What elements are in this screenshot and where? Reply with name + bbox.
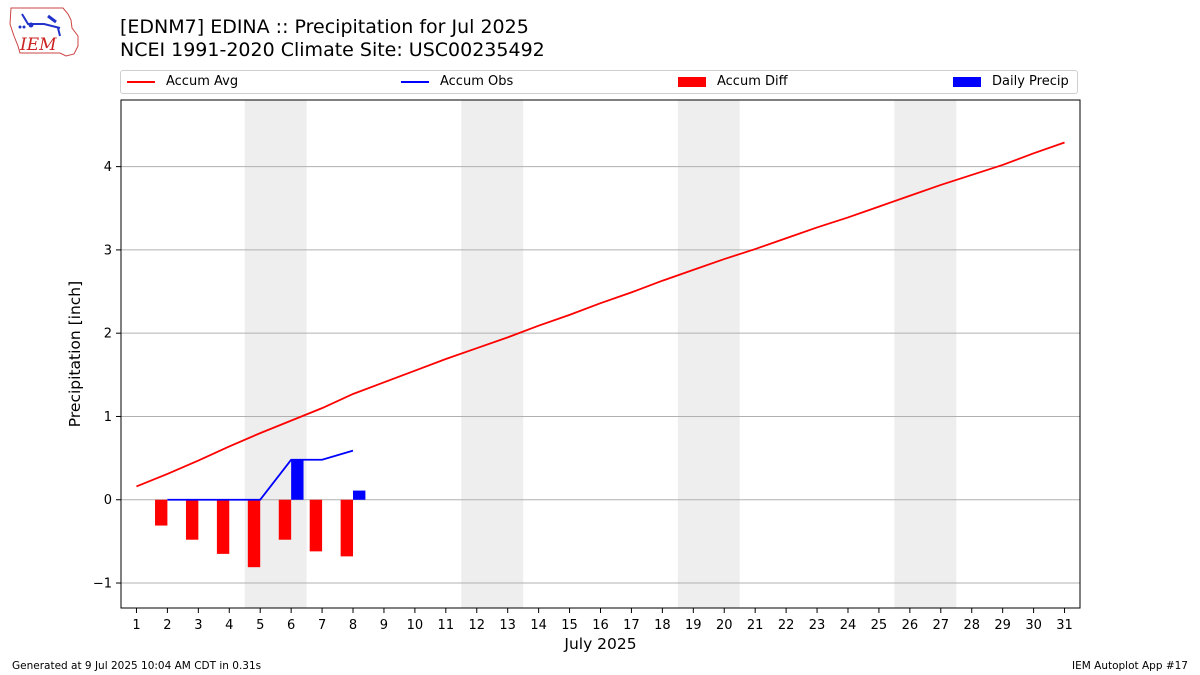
chart-subtitle: NCEI 1991-2020 Climate Site: USC00235492 (120, 39, 545, 61)
x-tick-label: 28 (963, 618, 980, 633)
y-tick-label: 2 (104, 327, 112, 342)
x-tick-label: 17 (623, 618, 640, 633)
x-tick-label: 26 (902, 618, 919, 633)
y-tick-label: 3 (104, 243, 112, 258)
x-tick-label: 30 (1025, 618, 1042, 633)
weekend-shade (677, 100, 740, 608)
x-tick-label: 22 (778, 618, 795, 633)
x-tick-label: 6 (287, 618, 295, 633)
bar-accum-diff (309, 499, 323, 552)
x-tick-label: 1 (132, 618, 140, 633)
x-tick-label: 9 (380, 618, 388, 633)
iem-logo: IEM (9, 7, 79, 57)
x-tick-label: 23 (809, 618, 826, 633)
x-tick-label: 24 (840, 618, 857, 633)
legend-swatch-line (127, 80, 155, 83)
x-tick-label: 5 (256, 618, 264, 633)
legend-label: Accum Diff (717, 74, 788, 89)
legend-label: Daily Precip (992, 74, 1069, 89)
legend-swatch-box (953, 76, 981, 87)
bar-accum-diff (216, 499, 230, 554)
y-tick-label: 1 (104, 410, 112, 425)
x-tick-label: 10 (407, 618, 424, 633)
legend-label: Accum Avg (166, 74, 239, 89)
x-tick-label: 21 (747, 618, 764, 633)
x-tick-label: 2 (163, 618, 171, 633)
chart-title: [EDNM7] EDINA :: Precipitation for Jul 2… (120, 16, 529, 38)
bar-accum-diff (155, 499, 168, 526)
x-tick-label: 3 (194, 618, 202, 633)
y-axis-label: Precipitation [inch] (66, 281, 84, 427)
x-tick-label: 13 (499, 618, 516, 633)
legend-item-accum-avg: Accum Avg (127, 74, 238, 89)
legend-label: Accum Obs (440, 74, 514, 89)
weekend-shade (894, 100, 957, 608)
x-tick-label: 7 (318, 618, 326, 633)
x-tick-label: 4 (225, 618, 233, 633)
bar-daily-precip (353, 490, 366, 500)
bar-accum-diff (340, 499, 354, 557)
y-tick-label: 0 (104, 493, 112, 508)
footer-generated: Generated at 9 Jul 2025 10:04 AM CDT in … (12, 660, 262, 672)
series-line-accum-avg (136, 141, 1065, 488)
x-tick-label: 20 (716, 618, 733, 633)
x-tick-label: 31 (1056, 618, 1073, 633)
bar-accum-diff (278, 499, 292, 540)
x-tick-label: 27 (933, 618, 950, 633)
x-tick-label: 14 (530, 618, 547, 633)
x-tick-label: 11 (438, 618, 455, 633)
x-tick-label: 29 (994, 618, 1011, 633)
series-line-accum-obs (167, 449, 354, 501)
legend-swatch-box (678, 76, 706, 87)
x-tick-label: 18 (654, 618, 671, 633)
footer-app-id: IEM Autoplot App #17 (1072, 660, 1188, 672)
x-tick-label: 19 (685, 618, 702, 633)
y-tick-label: −1 (93, 577, 112, 592)
legend-item-daily-precip: Daily Precip (953, 74, 1069, 89)
x-tick-label: 12 (468, 618, 485, 633)
logo-text: IEM (19, 35, 57, 55)
x-axis-label: July 2025 (563, 635, 636, 653)
bar-accum-diff (247, 499, 261, 568)
x-tick-label: 15 (561, 618, 578, 633)
legend: Accum Avg Accum Obs Accum Diff Daily Pre… (120, 70, 1078, 94)
x-tick-label: 25 (871, 618, 888, 633)
weekend-shade (461, 100, 524, 608)
legend-item-accum-obs: Accum Obs (401, 74, 513, 89)
legend-swatch-line (401, 80, 429, 83)
x-tick-label: 8 (349, 618, 357, 633)
y-tick-label: 4 (104, 160, 112, 175)
legend-item-accum-diff: Accum Diff (678, 74, 788, 89)
x-tick-label: 16 (592, 618, 609, 633)
bar-accum-diff (185, 499, 199, 540)
bar-daily-precip (291, 459, 304, 500)
